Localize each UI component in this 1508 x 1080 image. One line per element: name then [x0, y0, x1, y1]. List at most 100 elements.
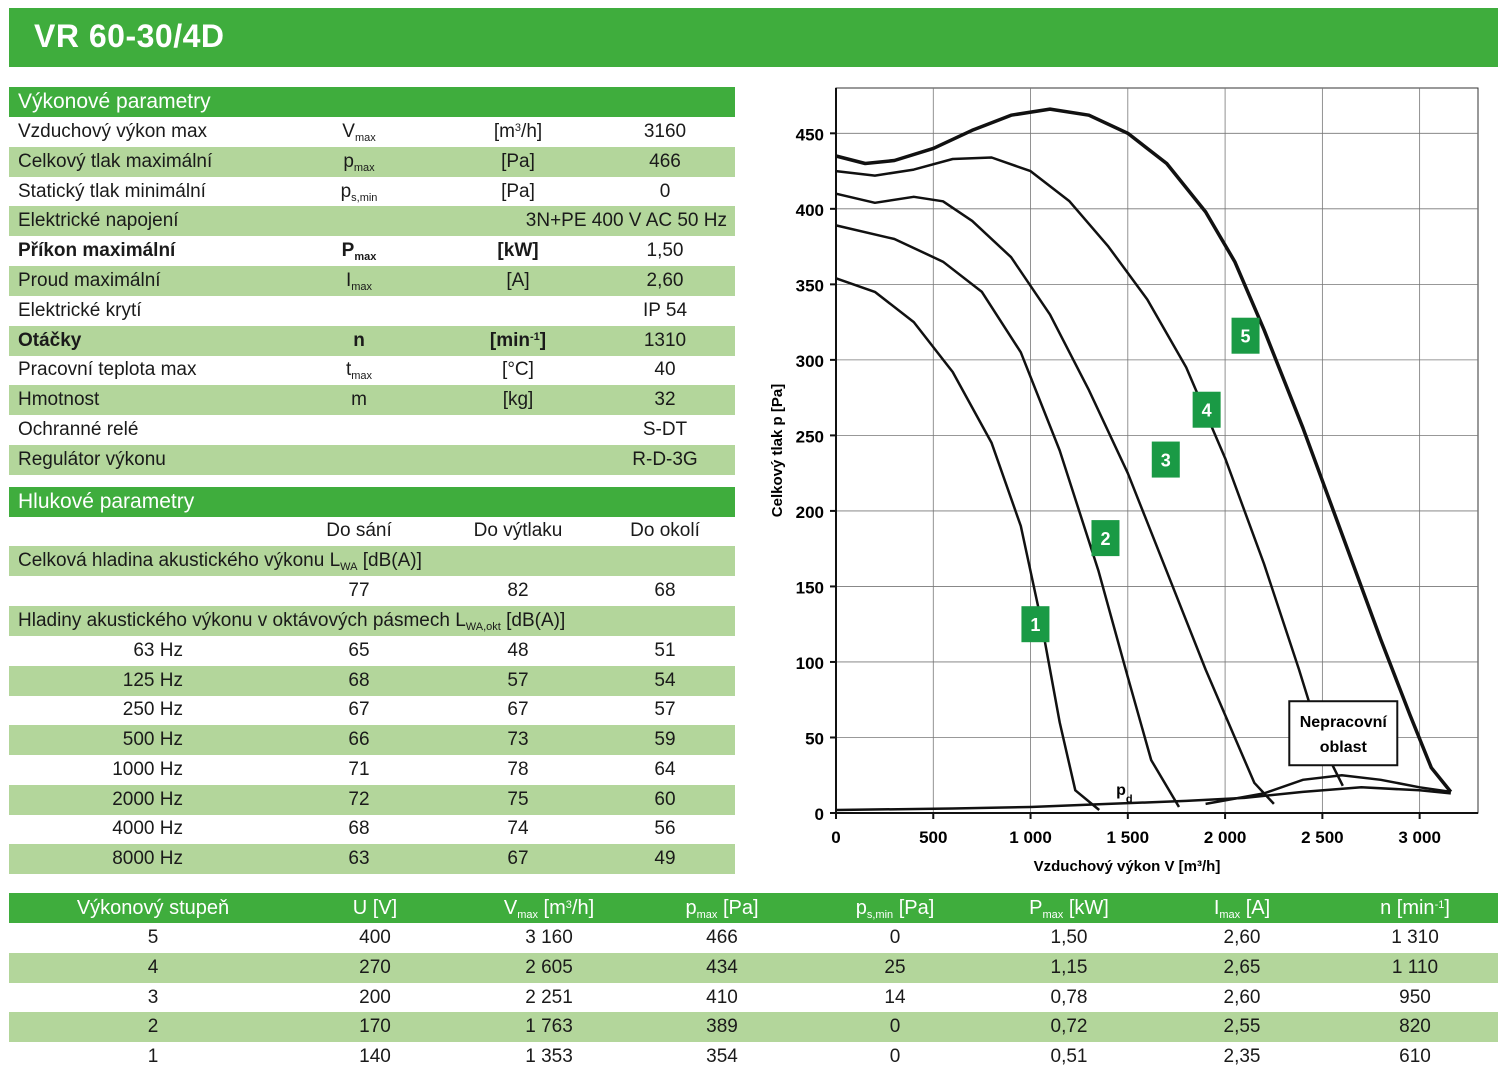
series-line-1	[835, 277, 1100, 811]
y-tick-label: 400	[796, 201, 824, 220]
stage-cell: 2 605	[525, 956, 573, 978]
octave-value: 67	[507, 847, 529, 869]
perf-label: Proud maximální	[18, 270, 161, 291]
octave-band-row: 250 Hz 67 67 57	[9, 695, 735, 725]
stage-cell: 410	[706, 986, 738, 1008]
stage-header-sub: max	[1219, 909, 1241, 921]
perf-label: Pracovní teplota max	[18, 359, 197, 381]
perf-symbol: Vmax	[342, 121, 376, 144]
curve-label: 2	[1100, 529, 1110, 549]
perf-unit: [Pa]	[501, 150, 535, 172]
perf-unit: [m3/h]	[493, 121, 543, 142]
stage-row: 1 140 1 353 354 0 0,51 2,35 610	[9, 1042, 1498, 1072]
non-working-area-text: Nepracovní	[1300, 714, 1388, 731]
octave-band-row: 1000 Hz 71 78 64	[9, 755, 735, 785]
perf-row: Otáčky n [min-1] 1310	[9, 325, 735, 356]
octave-value: 59	[654, 729, 676, 751]
stage-column-header: Imax [A]	[1213, 897, 1271, 921]
perf-label: Příkon maximální	[18, 240, 176, 262]
perf-unit: [A]	[506, 270, 530, 291]
octave-band-row: 125 Hz 68 57 54	[9, 665, 735, 696]
stage-cell: 950	[1399, 986, 1431, 1008]
stage-cell: 5	[147, 927, 159, 948]
stage-cell: 2,60	[1223, 927, 1261, 948]
octave-value: 67	[507, 699, 529, 721]
curve-label: 4	[1202, 401, 1212, 421]
x-tick-label: 3 000	[1398, 828, 1441, 847]
y-tick-label: 350	[796, 276, 824, 295]
lwa-sub: WA	[340, 561, 358, 573]
perf-unit: [kg]	[502, 389, 534, 411]
non-working-boundary	[1205, 773, 1451, 806]
stage-cell: 140	[359, 1046, 391, 1068]
curve-label-box	[1151, 441, 1180, 478]
perf-section-header: Výkonové parametry	[9, 87, 735, 117]
perf-value: 40	[654, 359, 676, 381]
stage-cell: 2,65	[1223, 956, 1261, 978]
y-tick-label: 250	[796, 427, 824, 446]
stage-cell: 270	[359, 956, 391, 978]
stage-header-sub: max	[517, 909, 538, 921]
octave-value: 48	[507, 640, 529, 661]
perf-value: IP 54	[642, 299, 688, 321]
octave-value: 75	[507, 788, 529, 810]
stage-cell: 1 110	[1391, 956, 1439, 978]
pd-label: p	[1116, 782, 1126, 799]
octave-value: 72	[348, 788, 370, 810]
stage-cell: 14	[884, 986, 906, 1008]
perf-symbol-sub: max	[354, 251, 377, 264]
stage-cell: 3	[147, 986, 159, 1008]
perf-row: Hmotnost m [kg] 32	[9, 385, 735, 416]
perf-row: Proud maximální Imax [A] 2,60	[9, 266, 735, 296]
perf-value: 3160	[643, 121, 687, 142]
y-tick-label: 300	[796, 352, 824, 371]
stage-cell: 820	[1399, 1016, 1431, 1038]
perf-symbol: ps,min	[340, 180, 378, 204]
curve-label-box	[1021, 606, 1050, 643]
stage-cell: 170	[359, 1016, 391, 1038]
unit-sup: -1	[1434, 899, 1445, 911]
y-tick-label: 150	[796, 578, 824, 597]
perf-unit: [Pa]	[501, 180, 535, 202]
x-tick-label: 1 500	[1107, 828, 1150, 847]
perf-label: Vzduchový výkon max	[18, 121, 208, 142]
stage-column-header: Výkonový stupeň	[76, 897, 230, 919]
performance-chart: 0 50 100 150 200 250 300 350 400 450 0 500 1 000 1 50…	[760, 80, 1500, 885]
octave-value: 51	[654, 640, 676, 661]
stage-cell: 200	[359, 986, 391, 1008]
perf-symbol-sub: max	[354, 132, 376, 144]
stage-row: 3 200 2 251 410 14 0,78 2,60 950	[9, 983, 1498, 1013]
octave-frequency: 1000 Hz	[112, 758, 183, 780]
octave-value: 54	[654, 669, 676, 691]
octave-value: 57	[654, 699, 676, 721]
perf-row: Statický tlak minimální ps,min [Pa] 0	[9, 177, 735, 207]
octave-value: 74	[507, 818, 529, 840]
stage-row: 5 400 3 160 466 0 1,50 2,60 1 310	[9, 923, 1498, 953]
perf-symbol-sub: max	[351, 281, 373, 293]
stage-cell: 3 160	[525, 927, 573, 948]
perf-symbol: Imax	[345, 270, 373, 293]
stage-cell: 1 763	[525, 1016, 573, 1038]
lwa-row: Celková hladina akustického výkonu LWA […	[9, 546, 735, 576]
octave-value: 71	[348, 758, 370, 780]
stage-cell: 1,15	[1050, 956, 1088, 978]
non-working-area-box	[1288, 700, 1399, 767]
perf-label: Elektrické krytí	[18, 299, 142, 321]
octave-band-row: 500 Hz 66 73 59	[9, 725, 735, 756]
perf-value: 1310	[643, 329, 687, 351]
octave-frequency: 8000 Hz	[112, 847, 183, 869]
series-line-3	[835, 192, 1275, 805]
pd-label-sub: d	[1126, 793, 1133, 805]
perf-row: Celkový tlak maximální pmax [Pa] 466	[9, 146, 735, 177]
stage-cell: 25	[884, 956, 906, 978]
octave-value: 60	[654, 788, 676, 810]
octave-band-row: 8000 Hz 63 67 49	[9, 843, 735, 874]
perf-symbol-sub: max	[351, 370, 373, 383]
stage-cell: 400	[359, 927, 391, 948]
stage-cell: 1,50	[1050, 927, 1088, 948]
octave-value: 67	[348, 699, 370, 721]
stage-column-header: n [min-1]	[1380, 897, 1450, 919]
perf-symbol-sub: s,min	[351, 191, 378, 204]
lwa-label: Celková hladina akustického výkonu LWA […	[18, 550, 422, 573]
perf-symbol: n	[353, 329, 365, 351]
